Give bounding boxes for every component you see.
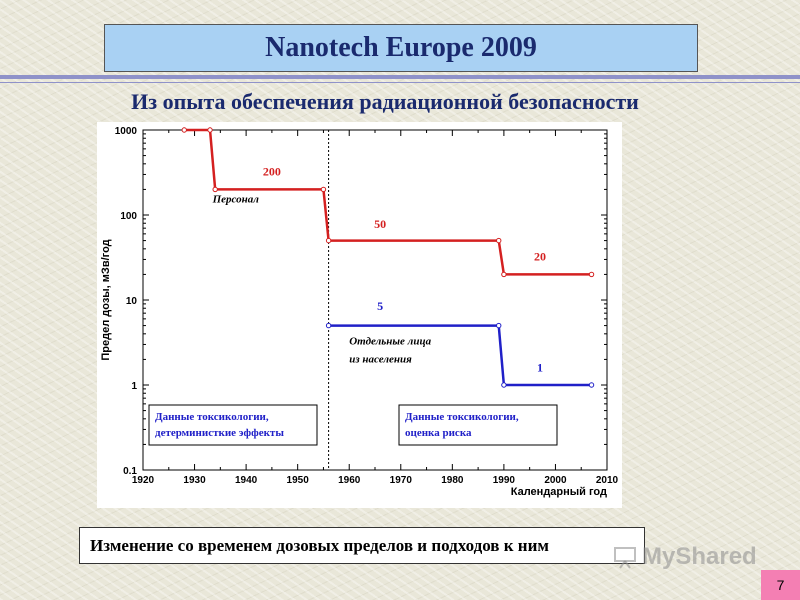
x-tick-label: 1960 xyxy=(338,475,361,486)
annotation-right-line1: Данные токсикологии, xyxy=(405,411,519,423)
annotation-right-box xyxy=(398,404,558,446)
data-point xyxy=(496,237,502,244)
data-point xyxy=(501,271,507,278)
y-axis-label: Предел дозы, мЗв/год xyxy=(100,239,112,360)
data-point xyxy=(325,237,332,244)
annotation-left-line1: Данные токсикологии, xyxy=(155,411,269,423)
watermark-text: MyShared xyxy=(642,543,757,570)
series-line-1 xyxy=(184,128,592,276)
data-point xyxy=(320,186,327,193)
series-label-public-line2: из населения xyxy=(349,353,412,365)
x-tick-label: 1920 xyxy=(132,475,155,486)
caption-box: Изменение со временем дозовых пределов и… xyxy=(79,527,645,564)
data-point xyxy=(501,382,507,388)
title-rule-thick xyxy=(0,75,800,79)
y-tick-label: 10 xyxy=(126,296,138,307)
x-tick-label: 1930 xyxy=(183,475,206,486)
y-tick-label: 1 xyxy=(131,381,137,392)
chart-panel: 1920 1930 1940 1950 1960 1970 1980 1990 2000 2010… xyxy=(97,122,622,508)
x-tick-label: 1980 xyxy=(441,475,464,486)
y-tick-label: 0.1 xyxy=(123,466,137,477)
y-tick-label: 1000 xyxy=(115,126,138,137)
annotation-left-box xyxy=(148,404,318,446)
x-tick-label: 2000 xyxy=(544,475,567,486)
data-value-label: 5 xyxy=(377,299,383,313)
series-label-personnel: Персонал xyxy=(212,194,260,206)
data-value-label: 50 xyxy=(374,217,386,231)
x-tick-label: 2010 xyxy=(596,475,619,486)
x-tick-label: 1940 xyxy=(235,475,258,486)
data-point xyxy=(181,127,187,133)
annotation-left-line2: детерминисткие эффекты xyxy=(155,427,284,439)
x-tick-label: 1950 xyxy=(287,475,310,486)
page-number-badge: 7 xyxy=(761,570,800,600)
x-tick-label: 1990 xyxy=(493,475,516,486)
slide-title: Nanotech Europe 2009 xyxy=(104,24,698,72)
annotation-right-line2: оценка риска xyxy=(405,427,472,439)
data-point xyxy=(496,322,502,329)
presentation-icon xyxy=(614,547,636,569)
x-tick-label: 1970 xyxy=(390,475,413,486)
data-value-label: 1 xyxy=(537,360,543,374)
data-point xyxy=(588,271,595,278)
data-point xyxy=(207,127,213,133)
watermark: MyShared xyxy=(612,540,782,574)
title-rule-thin xyxy=(0,82,800,83)
y-tick-label: 100 xyxy=(120,211,137,222)
caption-text: Изменение со временем дозовых пределов и… xyxy=(90,535,549,555)
data-value-label: 200 xyxy=(263,165,281,179)
data-value-label: 20 xyxy=(534,250,546,264)
slide-subtitle: Из опыта обеспечения радиационной безопа… xyxy=(131,89,639,114)
data-point xyxy=(588,382,595,388)
series-line-2 xyxy=(328,324,592,387)
x-axis-label: Календарный год xyxy=(511,486,607,498)
data-point xyxy=(325,322,332,329)
dose-limit-chart: 1920 1930 1940 1950 1960 1970 1980 1990 2000 2010… xyxy=(100,126,619,498)
series-label-public-line1: Отдельные лица xyxy=(349,335,431,347)
data-point xyxy=(212,186,218,193)
